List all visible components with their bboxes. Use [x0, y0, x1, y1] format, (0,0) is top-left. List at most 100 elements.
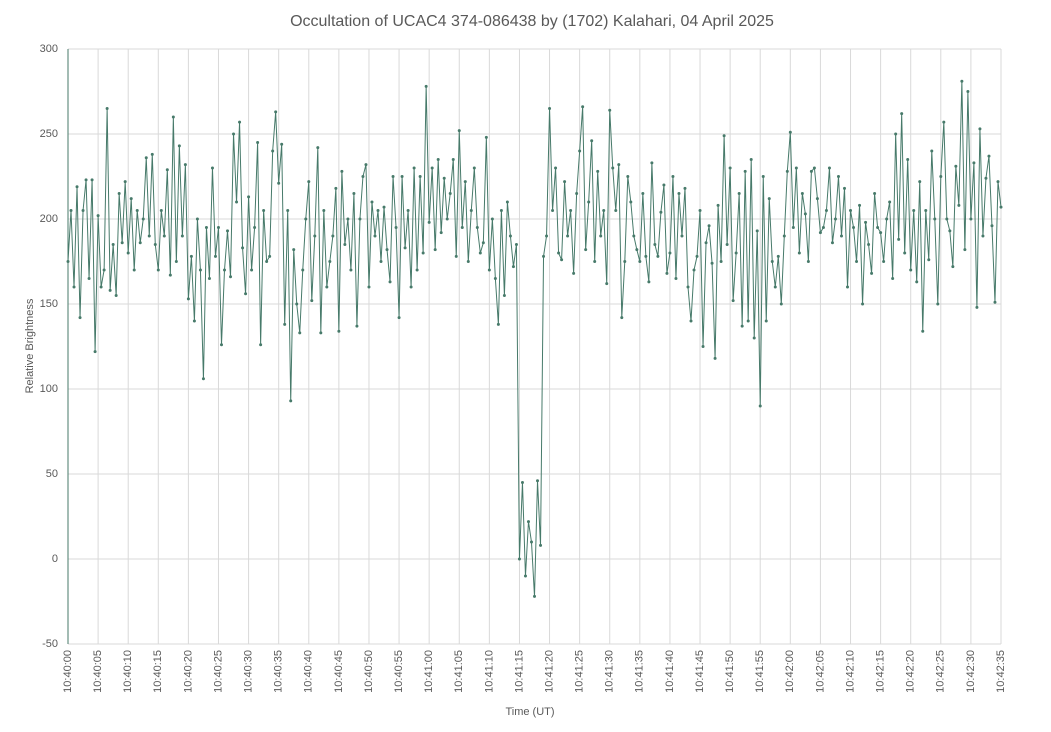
- data-point: [105, 107, 109, 110]
- data-point: [265, 260, 269, 263]
- data-point: [770, 260, 774, 263]
- data-point: [614, 209, 618, 212]
- data-point: [111, 243, 115, 246]
- data-point: [599, 234, 603, 238]
- y-tick-label: 200: [40, 213, 58, 225]
- data-point: [876, 226, 880, 229]
- data-point: [888, 200, 892, 204]
- data-point: [722, 134, 726, 138]
- data-point: [617, 163, 621, 167]
- data-point: [289, 399, 293, 403]
- data-point: [343, 243, 347, 246]
- data-point: [367, 285, 371, 289]
- data-point: [906, 158, 910, 161]
- data-point: [334, 186, 338, 190]
- data-point: [475, 226, 479, 229]
- data-point: [551, 209, 555, 212]
- data-point: [427, 220, 431, 224]
- x-tick-label: 10:40:45: [333, 650, 345, 693]
- data-point: [457, 129, 461, 133]
- x-tick-label: 10:40:10: [122, 650, 134, 693]
- data-point: [229, 275, 233, 279]
- data-point: [114, 294, 118, 297]
- data-point: [885, 217, 889, 221]
- data-point: [171, 115, 175, 119]
- data-point: [794, 166, 798, 170]
- data-point: [849, 209, 853, 212]
- data-point: [159, 209, 163, 212]
- data-point: [153, 243, 157, 246]
- data-point: [951, 265, 955, 269]
- data-point: [262, 209, 266, 212]
- data-point: [337, 329, 341, 333]
- data-point: [626, 175, 630, 178]
- data-point: [785, 169, 789, 173]
- data-point: [827, 166, 831, 170]
- data-point: [162, 234, 166, 238]
- data-point: [259, 343, 263, 347]
- y-tick-label: -50: [42, 638, 58, 650]
- data-point: [72, 285, 76, 289]
- data-point: [75, 185, 79, 189]
- data-point: [776, 254, 780, 258]
- data-point: [93, 350, 97, 354]
- data-point: [84, 178, 88, 182]
- data-point: [855, 260, 859, 263]
- data-point: [572, 271, 576, 275]
- data-point: [198, 268, 202, 272]
- data-point: [824, 209, 828, 212]
- data-point: [752, 336, 756, 340]
- data-point: [812, 166, 816, 170]
- data-point: [226, 229, 230, 233]
- data-point: [117, 192, 121, 195]
- data-point: [930, 149, 934, 153]
- data-point: [539, 543, 543, 547]
- data-point: [135, 209, 139, 212]
- data-point: [719, 260, 723, 263]
- data-point: [403, 246, 407, 250]
- data-point: [451, 158, 455, 161]
- chart-title: Occultation of UCAC4 374-086438 by (1702…: [290, 13, 774, 30]
- data-point: [256, 141, 260, 144]
- x-tick-label: 10:41:25: [574, 650, 586, 693]
- data-point: [436, 158, 440, 161]
- data-point: [99, 285, 103, 289]
- data-point: [936, 302, 940, 306]
- x-tick-label: 10:41:35: [634, 650, 646, 693]
- data-point: [749, 158, 753, 161]
- data-point: [575, 192, 579, 195]
- data-point: [680, 234, 684, 238]
- data-point: [505, 200, 509, 204]
- x-tick-label: 10:41:55: [754, 650, 766, 693]
- data-point: [177, 144, 181, 148]
- data-point: [846, 285, 850, 289]
- data-point: [355, 324, 359, 328]
- data-point: [999, 205, 1003, 209]
- data-point: [566, 234, 570, 238]
- x-tick-label: 10:40:30: [242, 650, 254, 693]
- x-tick-label: 10:41:00: [423, 650, 435, 693]
- data-point: [373, 234, 377, 238]
- data-point: [340, 169, 344, 173]
- data-point: [978, 127, 982, 131]
- data-point: [376, 209, 380, 212]
- data-point: [328, 260, 332, 263]
- data-point: [704, 241, 708, 245]
- data-point: [788, 130, 792, 134]
- data-point: [764, 319, 768, 323]
- x-tick-label: 10:42:25: [935, 650, 947, 693]
- data-point: [800, 192, 804, 195]
- data-point: [238, 120, 242, 124]
- data-point: [301, 268, 305, 272]
- data-point: [836, 175, 840, 178]
- data-point: [397, 316, 401, 320]
- data-point: [454, 254, 458, 258]
- data-point: [782, 234, 786, 238]
- data-point: [635, 248, 639, 252]
- data-point: [933, 217, 937, 221]
- data-point: [241, 246, 245, 250]
- data-point: [466, 260, 470, 263]
- data-point: [710, 261, 714, 265]
